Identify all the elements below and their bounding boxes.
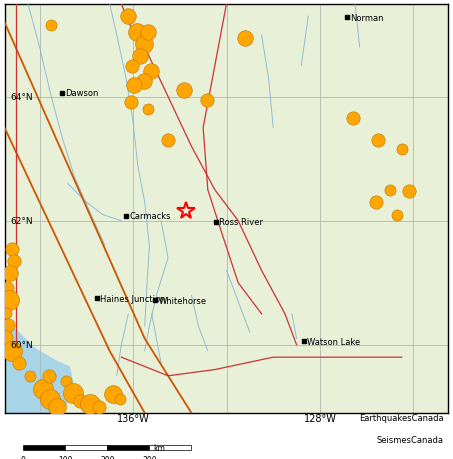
Point [47, 396, 54, 403]
Point [203, 97, 210, 104]
Point [10, 258, 18, 265]
Point [145, 106, 152, 113]
Point [405, 188, 412, 195]
Point [96, 403, 103, 411]
Point [70, 390, 77, 397]
Point [372, 199, 380, 207]
Point [136, 54, 144, 61]
Text: SeismesCanada: SeismesCanada [377, 435, 444, 444]
Point [128, 63, 135, 70]
Bar [65, 445, 107, 450]
Text: 128°W: 128°W [304, 413, 337, 423]
Text: 200: 200 [100, 454, 115, 459]
Point [2, 309, 10, 317]
Point [45, 372, 53, 380]
Bar [23, 445, 65, 450]
Point [5, 322, 12, 329]
Text: 62°N: 62°N [10, 217, 33, 226]
Point [53, 403, 61, 411]
Point [386, 187, 394, 194]
Point [116, 396, 124, 403]
Point [394, 211, 401, 218]
Text: 64°N: 64°N [10, 93, 33, 102]
Bar [149, 445, 191, 450]
Point [15, 360, 22, 367]
Point [127, 99, 135, 106]
Text: EarthquakesCanada: EarthquakesCanada [359, 413, 444, 422]
Point [133, 29, 140, 36]
Text: Whitehorse: Whitehorse [159, 296, 207, 305]
Point [140, 78, 147, 86]
Point [39, 386, 47, 393]
Point [63, 377, 70, 385]
Point [5, 297, 13, 304]
Point [8, 246, 15, 253]
Point [27, 372, 34, 380]
Point [375, 137, 382, 145]
Point [241, 35, 249, 42]
Point [110, 391, 117, 398]
Point [181, 88, 188, 95]
Point [125, 13, 132, 21]
Point [140, 41, 147, 49]
Text: 100: 100 [58, 454, 72, 459]
Point [77, 397, 84, 404]
Text: 0: 0 [21, 454, 26, 459]
Text: km: km [153, 442, 165, 452]
Point [145, 29, 152, 36]
Bar [107, 445, 149, 450]
Point [130, 83, 138, 90]
Point [147, 68, 154, 75]
Point [3, 285, 10, 292]
Point [8, 347, 15, 355]
Point [86, 400, 93, 408]
Text: 300: 300 [142, 454, 157, 459]
Point [7, 270, 14, 278]
Text: Haines Junction: Haines Junction [100, 294, 166, 303]
Text: Norman: Norman [350, 14, 384, 22]
Polygon shape [5, 320, 75, 413]
Point [398, 146, 405, 154]
Text: Carmacks: Carmacks [130, 212, 171, 221]
Text: 60°N: 60°N [10, 341, 33, 349]
Point [349, 115, 357, 123]
Point [164, 137, 172, 145]
Text: Dawson: Dawson [65, 89, 99, 98]
Text: 136°W: 136°W [117, 413, 149, 423]
Point [48, 22, 55, 30]
Text: Watson Lake: Watson Lake [307, 337, 360, 346]
Text: Ross River: Ross River [220, 218, 264, 227]
Point [2, 334, 10, 341]
